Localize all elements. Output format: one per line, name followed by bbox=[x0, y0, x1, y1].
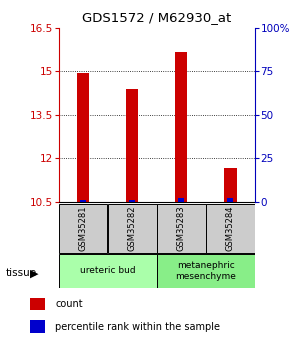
Bar bbox=[30, 320, 44, 333]
Text: tissue: tissue bbox=[6, 268, 37, 277]
Text: ▶: ▶ bbox=[30, 268, 38, 278]
Bar bbox=[30, 298, 44, 310]
Bar bbox=[77, 72, 89, 202]
Text: percentile rank within the sample: percentile rank within the sample bbox=[55, 322, 220, 332]
Bar bbox=[227, 198, 233, 202]
Text: metanephric
mesenchyme: metanephric mesenchyme bbox=[176, 261, 236, 280]
Bar bbox=[129, 199, 135, 202]
Bar bbox=[206, 204, 255, 253]
Text: GSM35281: GSM35281 bbox=[79, 206, 88, 251]
Bar bbox=[157, 204, 206, 253]
Bar bbox=[108, 204, 157, 253]
Text: GSM35282: GSM35282 bbox=[128, 206, 137, 251]
Bar bbox=[157, 254, 255, 288]
Bar bbox=[59, 204, 107, 253]
Bar bbox=[178, 198, 184, 202]
Text: GSM35284: GSM35284 bbox=[226, 206, 235, 251]
Text: GSM35283: GSM35283 bbox=[177, 206, 186, 252]
Title: GDS1572 / M62930_at: GDS1572 / M62930_at bbox=[82, 11, 231, 24]
Bar bbox=[224, 168, 237, 202]
Text: ureteric bud: ureteric bud bbox=[80, 266, 135, 275]
Text: count: count bbox=[55, 299, 83, 309]
Bar bbox=[126, 89, 138, 202]
Bar bbox=[59, 254, 157, 288]
Bar bbox=[175, 52, 188, 202]
Bar bbox=[80, 199, 86, 202]
